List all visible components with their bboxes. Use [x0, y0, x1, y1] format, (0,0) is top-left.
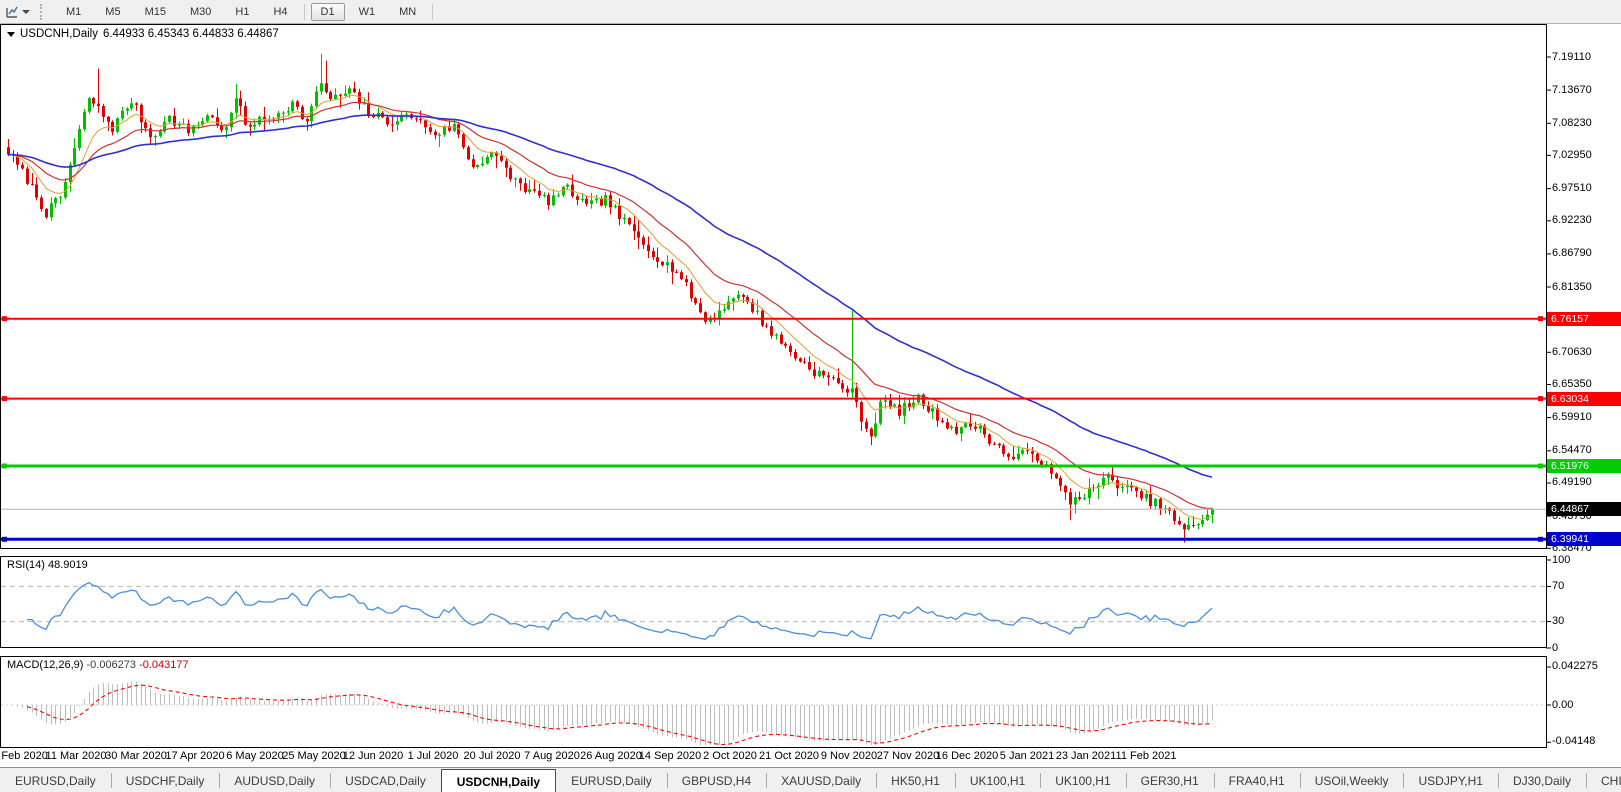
toolbar-grip[interactable]	[40, 3, 45, 20]
price-axis-tick: 6.65350	[1552, 378, 1592, 390]
macd-axis-tick: 0.042275	[1552, 660, 1598, 672]
chart-title-symbol: USDCNH,Daily	[20, 28, 98, 40]
date-axis-label: 20 Jul 2020	[463, 750, 521, 762]
chart-tab-usdcad[interactable]: USDCAD,Daily	[330, 768, 441, 792]
date-axis-label: 11 Mar 2020	[45, 750, 107, 762]
timeframe-button-d1[interactable]: D1	[310, 2, 345, 21]
chart-tab-xauusd[interactable]: XAUUSD,Daily	[766, 768, 876, 792]
rsi-value: 48.9019	[47, 559, 88, 571]
date-axis-label: 21 Oct 2020	[759, 750, 819, 762]
timeframe-button-h1[interactable]: H1	[235, 5, 250, 18]
date-axis-label: 9 Nov 2020	[820, 750, 878, 762]
price-axis-tick: 6.70630	[1552, 346, 1592, 358]
current-price-badge: 6.44867	[1547, 502, 1621, 516]
chart-tab-uk100[interactable]: UK100,H1	[1040, 768, 1125, 792]
chevron-down-icon	[22, 9, 30, 14]
chart-tab-audusd[interactable]: AUDUSD,Daily	[219, 768, 330, 792]
macd-label: MACD(12,26,9) -0.006273 -0.043177	[7, 659, 189, 671]
date-axis-label: 11 Feb 2021	[1115, 750, 1177, 762]
date-axis-label: 26 Aug 2020	[580, 750, 642, 762]
date-axis-label: 16 Dec 2020	[935, 750, 999, 762]
date-axis-label: 23 Jan 2021	[1055, 750, 1117, 762]
price-axis-tick: 7.13670	[1552, 84, 1592, 96]
chart-tab-uk100[interactable]: UK100,H1	[954, 768, 1040, 792]
macd-axis-tick: 0.00	[1552, 699, 1574, 711]
toolbar-separator	[303, 3, 305, 20]
level-price-badge: 6.39941	[1547, 532, 1621, 546]
date-axis-label: 14 Sep 2020	[638, 750, 702, 762]
timeframe-button-h4[interactable]: H4	[273, 5, 288, 18]
chart-tab-usoil[interactable]: USOil,Weekly	[1299, 768, 1404, 792]
chart-tab-usdcnh[interactable]: USDCNH,Daily	[440, 769, 557, 792]
rsi-axis-tick: 30	[1552, 615, 1565, 627]
chart-title: USDCNH,Daily 6.44933 6.45343 6.44833 6.4…	[7, 28, 279, 40]
rsi-axis-tick: 100	[1552, 554, 1571, 566]
price-axis-tick: 7.02950	[1552, 149, 1592, 161]
timeframe-button-m5[interactable]: M5	[105, 5, 121, 18]
macd-value-main: -0.006273	[86, 659, 137, 671]
price-axis-tick: 7.19110	[1552, 51, 1591, 63]
date-axis-label: 1 Jul 2020	[407, 750, 459, 762]
rsi-axis-tick: 0	[1552, 642, 1559, 654]
level-price-badge: 6.51976	[1547, 459, 1621, 473]
rsi-label: RSI(14) 48.9019	[7, 559, 88, 571]
price-axis-tick: 6.86790	[1552, 247, 1592, 259]
price-axis-tick: 6.97510	[1552, 182, 1592, 194]
chart-tab-usdchf[interactable]: USDCHF,Daily	[110, 768, 220, 792]
rsi-axis-tick: 70	[1552, 580, 1565, 592]
timeframe-button-m15[interactable]: M15	[144, 5, 166, 18]
chart-tab-ger30[interactable]: GER30,H1	[1125, 768, 1214, 792]
date-axis-label: 27 Nov 2020	[876, 750, 940, 762]
level-price-badge: 6.76157	[1547, 312, 1621, 326]
date-axis-label: 30 Mar 2020	[105, 750, 167, 762]
price-axis-tick: 6.49190	[1552, 476, 1592, 488]
chart-tab-bar: EURUSD,Daily USDCHF,Daily AUDUSD,Daily USDC…	[0, 767, 1621, 792]
price-axis-tick: 6.59910	[1552, 411, 1592, 423]
date-axis-label: 25 May 2020	[282, 750, 346, 762]
timeframe-button-m30[interactable]: M30	[189, 5, 212, 18]
timeframe-button-w1[interactable]: W1	[358, 5, 376, 18]
toolbar-separator	[432, 3, 434, 20]
date-axis-label: 6 May 2020	[226, 750, 284, 762]
price-axis-tick: 7.08230	[1552, 117, 1592, 129]
date-axis-label: 12 Jun 2020	[342, 750, 404, 762]
chart-tab-eurusd[interactable]: EURUSD,Daily	[571, 773, 652, 788]
date-axis-label: 5 Jan 2021	[999, 750, 1055, 762]
date-axis-label: 7 Aug 2020	[524, 750, 580, 762]
timeframe-button-m1[interactable]: M1	[66, 5, 82, 18]
chart-cursor-icon	[6, 6, 18, 18]
price-axis-tick: 6.81350	[1552, 281, 1592, 293]
level-price-badge: 6.63034	[1547, 392, 1621, 406]
chart-tab-gbpusd[interactable]: GBPUSD,H4	[666, 768, 766, 792]
chart-tab-usdjpy[interactable]: USDJPY,H1	[1403, 768, 1497, 792]
chart-tab-hk50[interactable]: HK50,H1	[876, 768, 955, 792]
date-axis-label: 17 Apr 2020	[165, 750, 225, 762]
chart-title-quotes: 6.44933 6.45343 6.44833 6.44867	[102, 28, 279, 40]
macd-axis-tick: -0.04148	[1552, 735, 1596, 747]
price-axis-tick: 6.92230	[1552, 214, 1592, 226]
price-axis-tick: 6.54470	[1552, 444, 1592, 456]
date-axis-label: 2 Oct 2020	[703, 750, 757, 762]
macd-value-signal: -0.043177	[139, 659, 189, 671]
chart-tab-eurusd[interactable]: EURUSD,Daily	[15, 773, 96, 788]
chart-menu-caret-icon	[7, 31, 15, 37]
chart-tab-fra40[interactable]: FRA40,H1	[1213, 768, 1300, 792]
timeframe-toolbar: M1 M5 M15 M30 H1 H4 D1 W1 MN	[0, 0, 1621, 24]
chart-tab-china300[interactable]: CHINA300,H1	[1586, 768, 1621, 792]
timeframe-button-mn[interactable]: MN	[399, 5, 417, 18]
chart-tool-button[interactable]	[5, 5, 30, 19]
chart-tab-dj30[interactable]: DJ30,Daily	[1497, 768, 1586, 792]
date-axis-label: 21 Feb 2020	[0, 750, 48, 762]
